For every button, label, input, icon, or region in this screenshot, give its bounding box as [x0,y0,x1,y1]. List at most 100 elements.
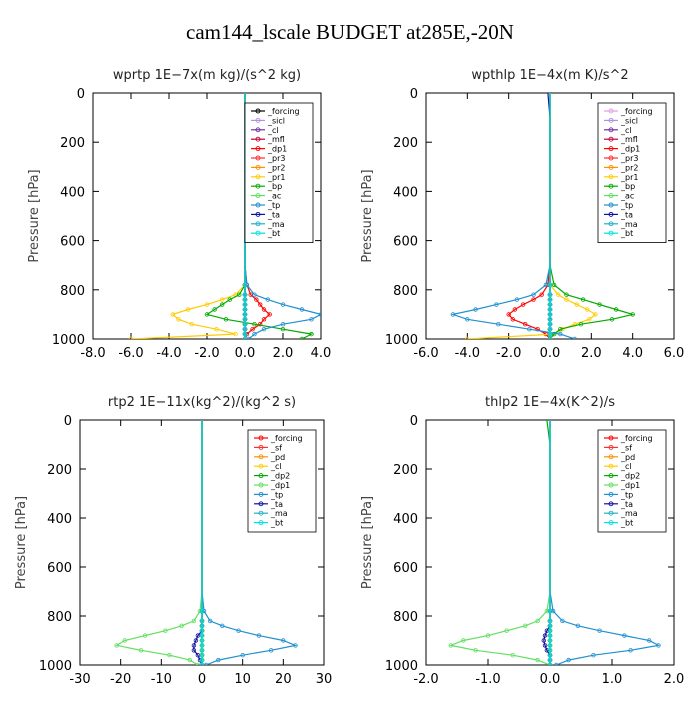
data-point [544,628,550,633]
data-point [543,282,549,288]
x-tick-label: 0.0 [235,346,256,361]
legend-label: _pr2 [620,163,638,172]
legend-marker [255,155,261,161]
legend-label: _forcing [620,107,653,116]
y-tick-label: 1000 [39,659,72,674]
legend-label: _dp1 [620,481,640,490]
data-point [656,643,661,648]
chart-panel-1: wprtp 1E−7x(m kg)/(s^2 kg) Pressure [hPa]… [27,68,331,361]
data-point [591,653,596,658]
data-point [547,282,553,288]
x-tick-label: 20 [275,672,292,687]
chart-title: wpthlp 1E−4x(m K)/s^2 [471,68,628,83]
y-tick-label: 800 [60,284,85,299]
y-tick-label: 400 [393,512,418,527]
data-point [199,623,205,628]
data-point [465,336,470,339]
data-point [207,618,213,624]
y-tick-label: 400 [47,512,72,527]
data-point [547,297,553,302]
legend-marker [608,510,614,516]
data-point [531,292,536,297]
y-tick-label: 0 [64,414,72,429]
data-point [191,618,197,624]
y-tick-label: 0 [77,87,85,102]
data-point [547,633,553,638]
data-point [237,292,242,297]
legend-label: _forcing [620,434,653,443]
data-point [265,297,270,302]
series-group [448,420,661,665]
y-axis-label: Pressure [hPa] [14,496,29,589]
legend-label: _ta [620,500,633,509]
data-point [547,662,553,665]
legend-marker [258,482,264,488]
legend-label: _pr1 [267,173,285,182]
legend-label: _tp [270,490,283,499]
legend-marker [608,164,614,170]
data-point [628,648,633,653]
data-point [564,297,569,302]
y-tick-label: 200 [60,136,85,151]
data-point [163,628,168,633]
x-tick-label: 4.0 [622,346,643,361]
data-point [465,317,470,322]
data-point [199,648,205,653]
x-tick-label: -6.0 [413,346,438,361]
x-tick-label: 6.0 [664,346,685,361]
legend-label: _pr3 [267,154,285,163]
legend-marker [608,501,614,507]
data-point [547,643,553,648]
data-point [267,312,272,317]
legend-label: _dp1 [270,481,290,490]
y-tick-label: 600 [60,235,85,250]
legend-label: _mfl [620,135,638,144]
legend-label: _ma [267,220,285,229]
x-tick-label: 0.0 [540,346,561,361]
series-line-ta [543,420,551,665]
legend-label: _bp [620,182,635,191]
data-point [227,297,232,302]
y-tick-label: 1000 [385,659,418,674]
series-line-dp1 [507,93,551,339]
data-point [122,638,127,643]
y-tick-label: 200 [393,463,418,478]
data-point [199,638,205,643]
series-line-pr1 [130,93,246,339]
legend-label: _bt [267,229,280,238]
data-point [252,322,257,327]
legend-box [244,102,314,244]
legend-marker [608,520,614,526]
legend-marker [258,510,264,516]
data-point [544,608,550,614]
y-tick-label: 0 [410,87,418,102]
legend-marker [608,193,614,199]
x-tick-label: 2.0 [664,672,685,687]
legend-marker [255,117,261,123]
data-point [242,327,248,332]
data-point [242,292,248,297]
data-point [580,297,586,302]
data-point [242,302,248,307]
y-tick-label: 200 [47,463,72,478]
data-point [191,648,197,653]
data-point [512,307,518,312]
legend-marker [608,473,614,479]
y-tick-label: 600 [393,561,418,576]
data-point [554,662,559,665]
legend-label: _pr3 [620,154,638,163]
legend-marker [255,202,261,208]
data-point [199,643,205,648]
data-point [256,633,262,638]
legend: _forcing_sicl_cl_mfl_dp1_pr3_pr2_pr1_bp_… [244,102,314,244]
chart-title: rtp2 1E−11x(kg^2)/(kg^2 s) [108,395,296,410]
y-tick-label: 800 [393,284,418,299]
chart-panel-4: thlp2 1E−4x(K^2)/s Pressure [hPa] 0 200 400 6… [360,395,684,687]
legend-marker [608,108,614,114]
legend-label: _ac [620,192,634,201]
legend-label: _forcing [267,107,300,116]
legend-label: _cl [267,126,279,135]
legend-label: _dp1 [267,145,287,154]
data-point [293,643,298,648]
